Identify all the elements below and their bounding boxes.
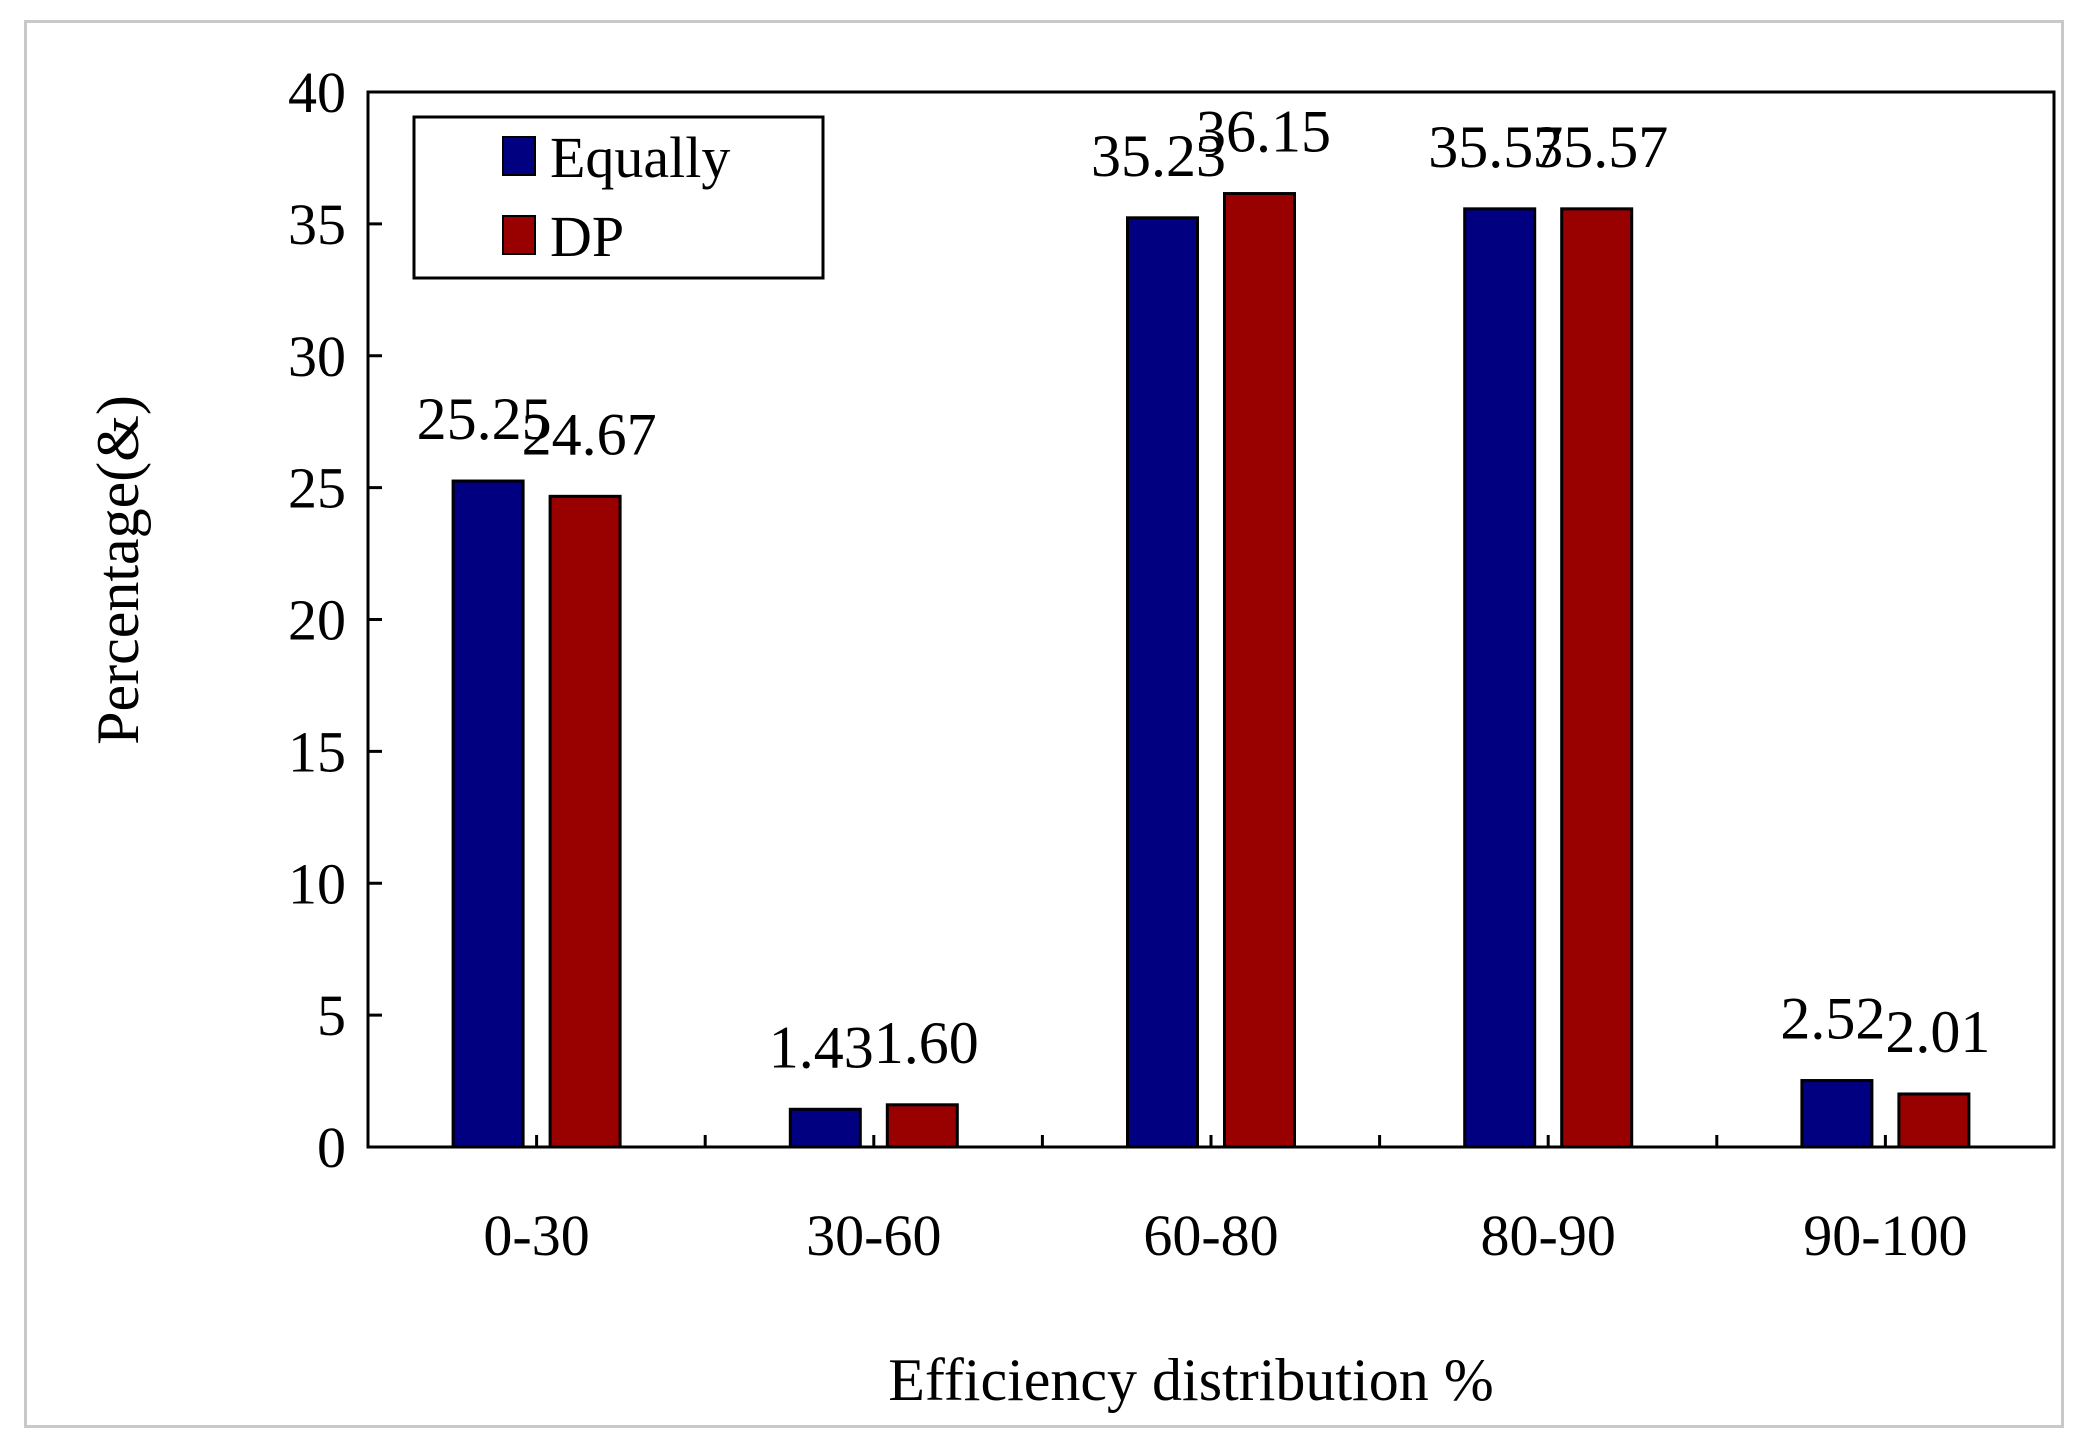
data-label-equally-60-80: 35.23: [1091, 123, 1226, 189]
x-tick-label: 60-80: [1143, 1203, 1278, 1268]
x-tick-label: 90-100: [1803, 1203, 1967, 1268]
x-tick-label: 80-90: [1481, 1203, 1616, 1268]
y-tick-label: 15: [288, 719, 346, 784]
x-tick-label: 0-30: [483, 1203, 589, 1268]
data-label-equally-30-60: 1.43: [769, 1014, 874, 1080]
y-tick-label: 30: [288, 324, 346, 389]
legend-swatch-equally: [502, 136, 536, 176]
data-label-equally-90-100: 2.52: [1780, 986, 1885, 1052]
data-label-equally-80-90: 35.57: [1428, 114, 1563, 180]
bar-dp-90-100: [1897, 1092, 1971, 1149]
bar-equally-90-100: [1800, 1079, 1874, 1149]
bar-dp-30-60: [885, 1103, 959, 1149]
legend-box: [412, 115, 825, 280]
bars-group: [451, 192, 1971, 1149]
y-tick-label: 25: [288, 456, 346, 521]
y-axis-title: Percentage(&): [85, 395, 151, 745]
legend: Equally DP: [412, 115, 825, 280]
legend-label-equally: Equally: [550, 125, 730, 190]
x-axis: 0-30 30-60 60-80 80-90 90-100: [366, 1135, 2056, 1268]
legend-swatch-dp: [502, 215, 536, 255]
bar-dp-80-90: [1560, 207, 1634, 1149]
y-tick-label: 10: [288, 851, 346, 916]
x-tick-label: 30-60: [806, 1203, 941, 1268]
data-label-equally-0-30: 25.25: [417, 386, 552, 452]
y-tick-label: 5: [317, 983, 346, 1048]
bar-equally-30-60: [788, 1107, 862, 1149]
bar-dp-60-80: [1223, 192, 1296, 1149]
data-label-dp-60-80: 36.15: [1196, 99, 1331, 165]
x-axis-title: Efficiency distribution %: [888, 1347, 1493, 1413]
bar-dp-0-30: [548, 494, 622, 1149]
legend-label-dp: DP: [550, 204, 624, 269]
figure-frame: [24, 20, 2064, 1428]
bar-equally-60-80: [1126, 216, 1199, 1149]
data-label-dp-80-90: 35.57: [1533, 114, 1668, 180]
y-axis: 0 5 10 15 20 25 30 35 40: [288, 60, 382, 1180]
y-tick-label: 40: [288, 60, 346, 125]
y-tick-label: 20: [288, 588, 346, 653]
bar-equally-0-30: [451, 479, 525, 1149]
bar-equally-80-90: [1463, 207, 1537, 1149]
y-tick-label: 0: [317, 1115, 346, 1180]
y-tick-label: 35: [288, 192, 346, 257]
data-label-dp-30-60: 1.60: [874, 1010, 979, 1076]
data-label-dp-0-30: 24.67: [522, 401, 657, 467]
data-label-dp-90-100: 2.01: [1885, 999, 1990, 1065]
